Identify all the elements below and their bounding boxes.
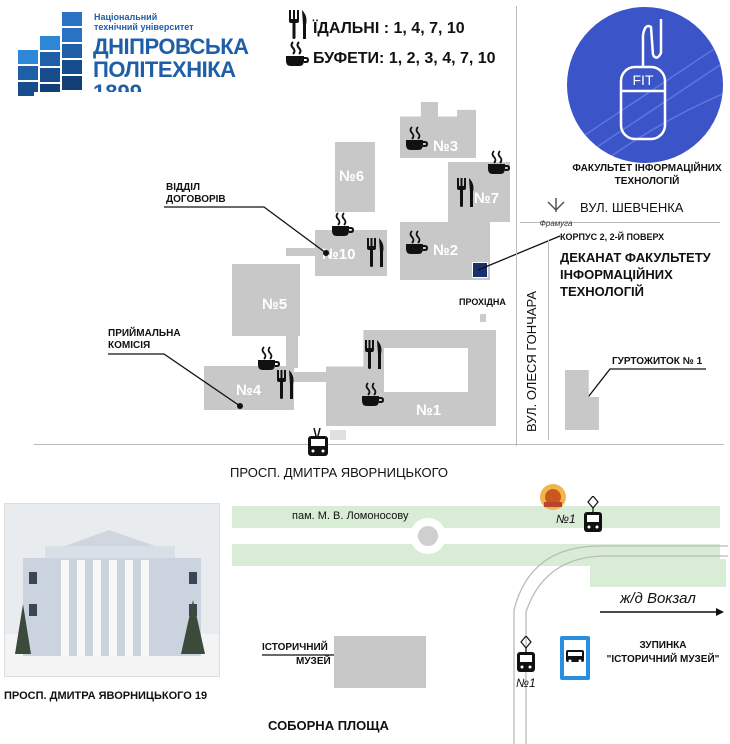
logo-subtitle-1: Національний: [94, 12, 158, 22]
fit-emblem-text: FIT: [633, 72, 654, 88]
coffee-cup-icon: [286, 41, 309, 66]
dean-office-marker[interactable]: [472, 262, 488, 278]
photo-frame: [4, 503, 220, 677]
label-museum-2: МУЗЕЙ: [296, 656, 331, 667]
street-yavornytskoho-line: [34, 444, 724, 445]
building-4-label: №4: [236, 382, 262, 399]
building-5-label: №5: [262, 296, 288, 313]
stop-sign[interactable]: [560, 636, 590, 680]
cafe-logo-icon: [540, 484, 566, 510]
tram-number-top: №1: [556, 512, 576, 526]
logo-title-1: ДНІПРОВСЬКА: [93, 34, 249, 59]
label-corpus: КОРПУС 2, 2-Й ПОВЕРХ: [560, 232, 665, 242]
connector-5-10: [286, 248, 316, 256]
label-dean-1: ДЕКАНАТ ФАКУЛЬТЕТУ: [560, 250, 711, 265]
connector-4-1: [294, 372, 328, 382]
tram-rails[interactable]: [490, 500, 730, 744]
cafe-sign-icon: Фрамуга: [540, 198, 574, 228]
label-monument: пам. М. В. Ломоносову: [292, 510, 409, 522]
cafe-sign-text: Фрамуга: [540, 219, 574, 228]
history-museum[interactable]: [334, 636, 426, 688]
label-dean-3: ТЕХНОЛОГІЙ: [560, 284, 645, 299]
building-3-label: №3: [433, 138, 459, 155]
lomonosov-monument-core: [418, 526, 438, 546]
fit-caption-2: ТЕХНОЛОГІЙ: [614, 176, 680, 187]
label-dorm: ГУРТОЖИТОК № 1: [612, 356, 703, 367]
street-shevchenko-line: [520, 222, 720, 223]
label-stop-1: ЗУПИНКА: [639, 640, 687, 651]
street-honchara: ВУЛ. ОЛЕСЯ ГОНЧАРА: [524, 291, 539, 432]
building-5[interactable]: [232, 264, 300, 336]
connector-5-4: [286, 336, 298, 368]
logo-title-2: ПОЛІТЕХНІКА: [93, 57, 236, 82]
logo-mark-icon: [18, 12, 82, 98]
label-admission-1: ПРИЙМАЛЬНА: [108, 328, 181, 339]
bus-icon: [564, 640, 586, 676]
label-entrance: ПРОХІДНА: [459, 297, 506, 307]
label-admission-2: КОМІСІЯ: [108, 340, 151, 351]
legend-buffets: БУФЕТИ: 1, 2, 3, 4, 7, 10: [313, 50, 496, 67]
label-sobor-square: СОБОРНА ПЛОЩА: [268, 718, 389, 733]
trolleybus-icon: [308, 428, 328, 456]
label-station: ж/д Вокзал: [620, 590, 696, 607]
street-honchara-line: [516, 6, 517, 446]
street-shevchenko: ВУЛ. ШЕВЧЕНКА: [580, 200, 684, 215]
logo-subtitle-2: технічний університет: [94, 22, 194, 32]
street-yavornytskoho: ПРОСП. ДМИТРА ЯВОРНИЦЬКОГО: [230, 465, 449, 480]
building-10-label: №10: [322, 246, 356, 263]
photo-caption: ПРОСП. ДМИТРА ЯВОРНИЦЬКОГО 19: [4, 690, 208, 702]
legend-canteens: ЇДАЛЬНІ : 1, 4, 7, 10: [313, 20, 465, 37]
entrance-post: [480, 314, 486, 322]
fit-emblem-icon: FIT: [567, 7, 723, 163]
label-stop-2: "ІСТОРИЧНИЙ МУЗЕЙ": [606, 654, 720, 665]
tram-icon: [583, 496, 603, 533]
label-museum-1: ІСТОРИЧНИЙ: [262, 642, 328, 653]
label-dean-2: ІНФОРМАЦІЙНИХ: [560, 267, 673, 282]
university-logo: Національний технічний університет ДНІПР…: [14, 10, 254, 105]
label-contracts-2: ДОГОВОРІВ: [166, 194, 226, 205]
label-contracts-1: ВІДДІЛ: [166, 182, 201, 193]
fit-caption-1: ФАКУЛЬТЕТ ІНФОРМАЦІЙНИХ: [572, 163, 722, 174]
road-separator: [232, 530, 720, 542]
university-building-photo: [5, 504, 219, 676]
arrow-right-icon: [600, 608, 724, 616]
building-7-label: №7: [474, 190, 500, 207]
tram-icon: [516, 636, 536, 673]
tram-number-bottom: №1: [516, 676, 536, 690]
building-1-courtyard: [384, 348, 468, 392]
building-6-label: №6: [339, 168, 365, 185]
building-6[interactable]: [335, 142, 375, 212]
stop-marker: [330, 430, 346, 440]
fork-knife-icon: [289, 10, 307, 39]
building-2-label: №2: [433, 242, 459, 259]
building-1-label: №1: [416, 402, 442, 419]
street-honchara-line-2: [548, 240, 549, 440]
